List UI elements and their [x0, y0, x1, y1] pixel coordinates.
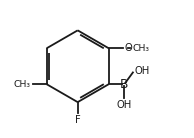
- Text: CH₃: CH₃: [133, 44, 150, 53]
- Text: B: B: [120, 78, 128, 91]
- Text: CH₃: CH₃: [14, 80, 31, 89]
- Text: OH: OH: [116, 100, 132, 110]
- Text: OH: OH: [134, 66, 150, 76]
- Text: O: O: [124, 43, 132, 53]
- Text: F: F: [75, 115, 81, 125]
